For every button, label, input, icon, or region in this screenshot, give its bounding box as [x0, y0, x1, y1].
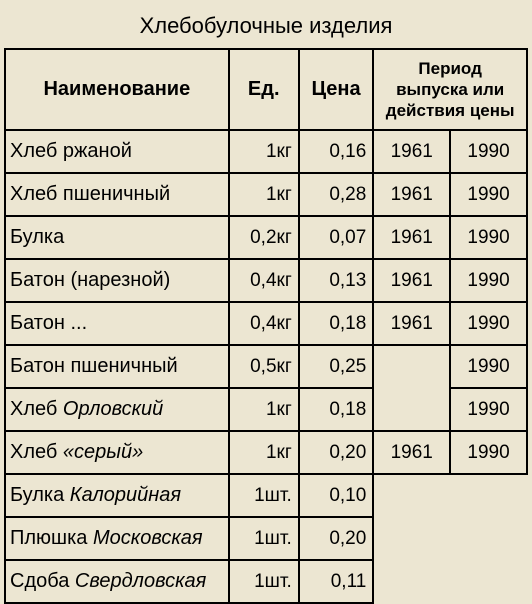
- cell-unit: 1кг: [229, 130, 299, 173]
- cell-name: Хлеб пшеничный: [5, 173, 229, 216]
- cell-price: 0,07: [299, 216, 374, 259]
- table-row: Хлеб «серый»1кг0,2019611990: [5, 431, 527, 474]
- cell-unit: 1кг: [229, 388, 299, 431]
- cell-year-end: 1990: [450, 173, 527, 216]
- cell-unit: 1шт.: [229, 517, 299, 560]
- cell-unit: 1кг: [229, 431, 299, 474]
- cell-year-end: 1990: [450, 345, 527, 388]
- table-row: Булка Калорийная1шт.0,10: [5, 474, 527, 517]
- cell-price: 0,16: [299, 130, 374, 173]
- cell-name: Батон ...: [5, 302, 229, 345]
- cell-year-end: 1990: [450, 130, 527, 173]
- header-price: Цена: [299, 49, 374, 131]
- cell-unit: 0,5кг: [229, 345, 299, 388]
- cell-price: 0,25: [299, 345, 374, 388]
- cell-name: Булка: [5, 216, 229, 259]
- header-period: Период выпуска или действия цены: [373, 49, 527, 131]
- header-name: Наименование: [5, 49, 229, 131]
- cell-price: 0,28: [299, 173, 374, 216]
- cell-price: 0,10: [299, 474, 374, 517]
- header-unit: Ед.: [229, 49, 299, 131]
- cell-years-empty: [373, 474, 527, 603]
- cell-year-end: 1990: [450, 302, 527, 345]
- table-row: Батон ...0,4кг0,1819611990: [5, 302, 527, 345]
- table-row: Батон пшеничный0,5кг0,25 1990: [5, 345, 527, 388]
- table-row: Булка0,2кг0,0719611990: [5, 216, 527, 259]
- cell-name: Булка Калорийная: [5, 474, 229, 517]
- cell-year-start: 1961: [373, 216, 450, 259]
- cell-name: Сдоба Свердловская: [5, 560, 229, 603]
- cell-price: 0,18: [299, 388, 374, 431]
- cell-year-start: 1961: [373, 431, 450, 474]
- table-row: Хлеб ржаной1кг0,1619611990: [5, 130, 527, 173]
- cell-unit: 0,4кг: [229, 302, 299, 345]
- cell-name: Батон (нарезной): [5, 259, 229, 302]
- table-title: Хлебобулочные изделия: [5, 4, 527, 49]
- cell-price: 0,11: [299, 560, 374, 603]
- cell-year-end: 1990: [450, 388, 527, 431]
- cell-year-start-merged: [373, 345, 450, 431]
- cell-year-end: 1990: [450, 431, 527, 474]
- cell-year-start: 1961: [373, 130, 450, 173]
- cell-unit: 0,4кг: [229, 259, 299, 302]
- cell-name: Хлеб Орловский: [5, 388, 229, 431]
- cell-name: Батон пшеничный: [5, 345, 229, 388]
- cell-unit: 1шт.: [229, 474, 299, 517]
- cell-name: Хлеб ржаной: [5, 130, 229, 173]
- cell-price: 0,20: [299, 517, 374, 560]
- cell-year-end: 1990: [450, 259, 527, 302]
- table-row: Хлеб пшеничный1кг0,2819611990: [5, 173, 527, 216]
- cell-price: 0,20: [299, 431, 374, 474]
- cell-year-start: 1961: [373, 259, 450, 302]
- cell-year-start: 1961: [373, 302, 450, 345]
- cell-name: Плюшка Московская: [5, 517, 229, 560]
- bread-price-table: Хлебобулочные изделия Наименование Ед. Ц…: [4, 4, 528, 604]
- cell-price: 0,13: [299, 259, 374, 302]
- cell-name: Хлеб «серый»: [5, 431, 229, 474]
- cell-unit: 1кг: [229, 173, 299, 216]
- cell-unit: 1шт.: [229, 560, 299, 603]
- table-row: Батон (нарезной)0,4кг0,1319611990: [5, 259, 527, 302]
- cell-price: 0,18: [299, 302, 374, 345]
- cell-year-end: 1990: [450, 216, 527, 259]
- cell-unit: 0,2кг: [229, 216, 299, 259]
- cell-year-start: 1961: [373, 173, 450, 216]
